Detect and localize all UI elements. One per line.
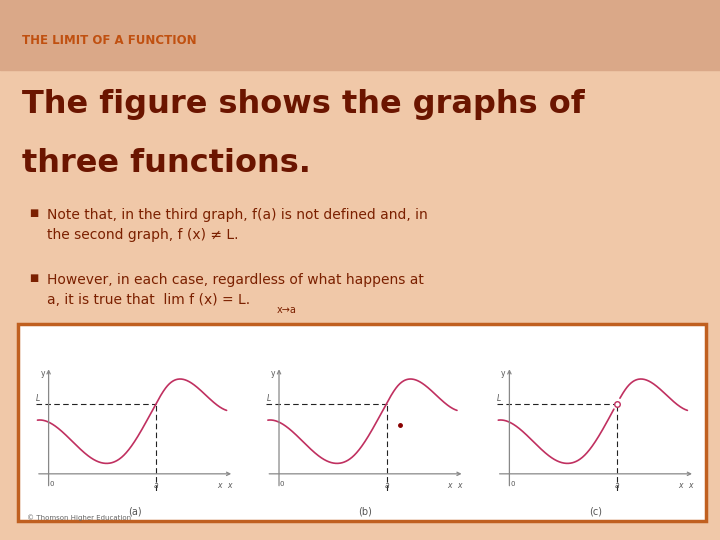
Text: (c): (c) [589, 507, 603, 517]
Text: L: L [266, 394, 271, 403]
Text: 0: 0 [280, 481, 284, 487]
Text: ■: ■ [29, 273, 38, 283]
Text: three functions.: three functions. [22, 148, 310, 179]
Text: However, in each case, regardless of what happens at
a, it is true that  lim f (: However, in each case, regardless of wha… [47, 273, 423, 307]
Bar [0, 0, 720, 70]
FancyBboxPatch shape [18, 324, 706, 521]
Text: y: y [271, 369, 275, 379]
Text: x→a: x→a [277, 305, 297, 315]
Text: y: y [501, 369, 505, 379]
Text: a: a [384, 481, 389, 490]
Text: a: a [615, 481, 619, 490]
Text: x: x [217, 481, 222, 490]
Text: 0: 0 [510, 481, 515, 487]
Text: The figure shows the graphs of: The figure shows the graphs of [22, 89, 585, 120]
Text: L: L [36, 394, 40, 403]
Text: x: x [688, 481, 693, 490]
Text: 0: 0 [50, 481, 54, 487]
Text: Note that, in the third graph, f(a) is not defined and, in
the second graph, f (: Note that, in the third graph, f(a) is n… [47, 208, 428, 242]
Text: (a): (a) [128, 507, 142, 517]
Text: a: a [154, 481, 158, 490]
Text: x: x [447, 481, 452, 490]
Text: © Thomson Higher Education: © Thomson Higher Education [27, 514, 132, 521]
Text: (b): (b) [359, 507, 372, 517]
Text: y: y [40, 369, 45, 379]
Text: ■: ■ [29, 208, 38, 218]
Text: x: x [228, 481, 232, 490]
Text: x: x [678, 481, 683, 490]
Text: x: x [458, 481, 462, 490]
Text: THE LIMIT OF A FUNCTION: THE LIMIT OF A FUNCTION [22, 34, 197, 47]
Text: L: L [497, 394, 501, 403]
